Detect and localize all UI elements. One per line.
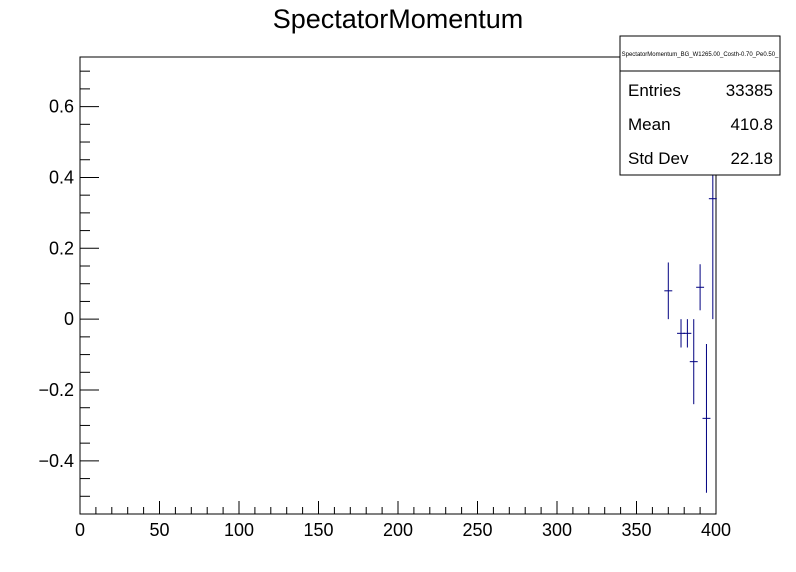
stats-stddev-label: Std Dev [628, 149, 689, 168]
y-tick-label: 0.4 [49, 167, 74, 187]
chart-title: SpectatorMomentum [273, 4, 524, 34]
y-tick-label: −0.4 [38, 451, 74, 471]
stats-mean-label: Mean [628, 115, 671, 134]
stats-entries-value: 33385 [726, 81, 773, 100]
y-tick-label: 0.2 [49, 238, 74, 258]
x-axis: 0 50 100 150 200 250 300 350 400 [75, 501, 731, 540]
x-tick-label: 100 [224, 520, 254, 540]
x-tick-label: 200 [383, 520, 413, 540]
data-point [696, 264, 705, 311]
stats-box-frame [619, 35, 781, 176]
y-tick-label: −0.2 [38, 380, 74, 400]
x-tick-label: 300 [542, 520, 572, 540]
stats-box: SpectatorMomentum_BG_W1265.00_Costh-0.70… [619, 35, 781, 176]
data-point [664, 262, 673, 320]
data-point [683, 319, 692, 348]
stats-stddev-value: 22.18 [730, 149, 773, 168]
x-tick-label: 400 [701, 520, 731, 540]
y-tick-label: 0 [64, 309, 74, 329]
x-tick-label: 150 [303, 520, 333, 540]
stats-mean-value: 410.8 [730, 115, 773, 134]
y-tick-label: 0.6 [49, 97, 74, 117]
x-tick-label: 0 [75, 520, 85, 540]
stats-entries-label: Entries [628, 81, 681, 100]
data-point [702, 343, 711, 493]
y-axis: −0.4 −0.2 0 0.2 0.4 0.6 [38, 70, 99, 515]
data-point [689, 319, 698, 405]
x-tick-label: 50 [149, 520, 169, 540]
x-tick-label: 350 [621, 520, 651, 540]
x-tick-label: 250 [462, 520, 492, 540]
stats-box-name: SpectatorMomentum_BG_W1265.00_Costh-0.70… [622, 52, 779, 58]
